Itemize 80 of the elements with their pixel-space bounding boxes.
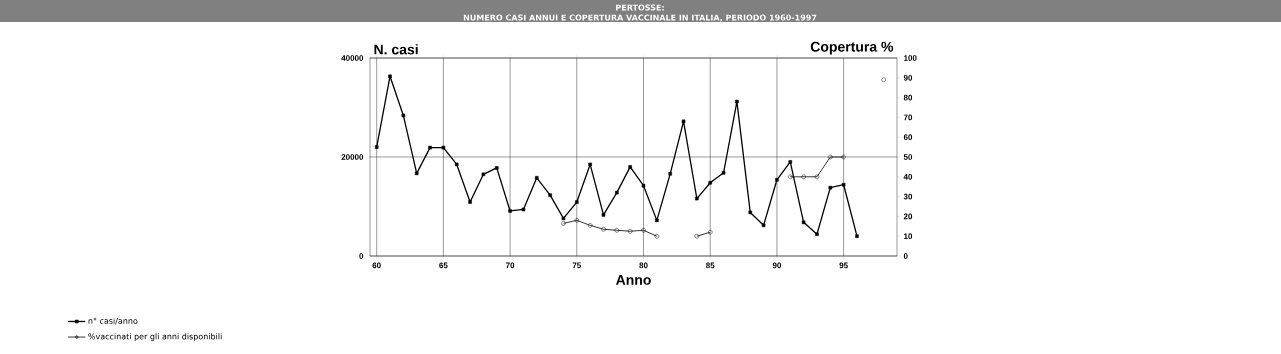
y2-tick-label: 0: [903, 253, 908, 259]
x-tick-label: 95: [839, 262, 848, 269]
point: [374, 145, 379, 149]
point: [441, 145, 446, 150]
y2-tick-label: 60: [903, 134, 913, 141]
point: [627, 229, 633, 234]
point: [721, 171, 726, 175]
point: [641, 228, 646, 233]
x-tick-label: 65: [439, 262, 448, 269]
point: [707, 229, 713, 235]
point: [801, 220, 806, 225]
point: [641, 183, 646, 188]
point: [575, 200, 579, 204]
point: [815, 232, 819, 236]
point: [695, 196, 699, 201]
point: [574, 218, 580, 223]
point: [548, 193, 552, 197]
point: [588, 162, 592, 167]
x-tick-label: 60: [372, 262, 381, 269]
point: [761, 223, 766, 228]
y2-tick-label: 100: [904, 55, 917, 61]
y2-tick-label: 70: [903, 114, 913, 121]
point: [615, 190, 619, 195]
y2-tick-label: 80: [903, 94, 913, 101]
point: [841, 182, 846, 187]
y2-axis-title: Copertura %: [810, 41, 894, 55]
point: [428, 145, 432, 150]
point: [521, 207, 526, 212]
x-tick-label: 75: [572, 262, 582, 269]
point: [801, 174, 806, 180]
point: [535, 176, 539, 180]
point: [654, 233, 660, 239]
point: [694, 233, 700, 239]
point: [587, 223, 593, 228]
point: [614, 228, 620, 233]
y-tick-label: 20000: [341, 154, 364, 160]
point: [468, 200, 472, 204]
point: [601, 227, 606, 232]
y2-tick-label: 90: [903, 74, 913, 81]
x-tick-label: 85: [706, 262, 715, 269]
point: [681, 119, 686, 124]
y-tick-label: 40000: [341, 55, 364, 61]
legend-label: %vaccinati per gli anni disponibili: [88, 333, 222, 341]
y-axis-title: N. casi: [374, 44, 418, 55]
y2-tick-label: 40: [903, 173, 913, 180]
point: [601, 213, 606, 217]
point: [668, 172, 672, 176]
point: [775, 178, 779, 182]
point: [788, 174, 793, 180]
point: [454, 162, 459, 167]
legend-label: n° casi/anno: [88, 317, 138, 325]
point: [628, 165, 632, 169]
point: [788, 160, 793, 164]
point: [401, 113, 406, 118]
point: [508, 209, 512, 213]
y2-tick-label: 10: [904, 233, 913, 240]
point: [855, 234, 859, 238]
point: [414, 171, 419, 176]
x-tick-label: 80: [639, 262, 648, 269]
y2-tick-label: 30: [903, 193, 913, 200]
point: [881, 77, 886, 83]
point: [814, 174, 820, 180]
point: [481, 172, 486, 177]
point: [388, 74, 392, 79]
y2-tick-label: 20: [903, 213, 913, 220]
x-tick-label: 90: [772, 262, 782, 269]
point: [828, 185, 833, 190]
point: [828, 154, 833, 160]
point: [735, 99, 739, 104]
point: [655, 218, 659, 223]
x-axis-title: Anno: [615, 275, 651, 285]
point: [708, 180, 712, 185]
y-tick-label: 0: [359, 253, 364, 259]
point: [748, 210, 752, 215]
point: [561, 216, 566, 221]
x-tick-label: 70: [505, 262, 515, 269]
point: [495, 166, 499, 170]
y2-tick-label: 50: [903, 154, 913, 160]
chart-title: PERTOSSE:: [616, 4, 664, 11]
chart-subtitle: NUMERO CASI ANNUI E COPERTURA VACCINALE IN ITALIA, PERIODO 1960-1997: [463, 14, 817, 22]
